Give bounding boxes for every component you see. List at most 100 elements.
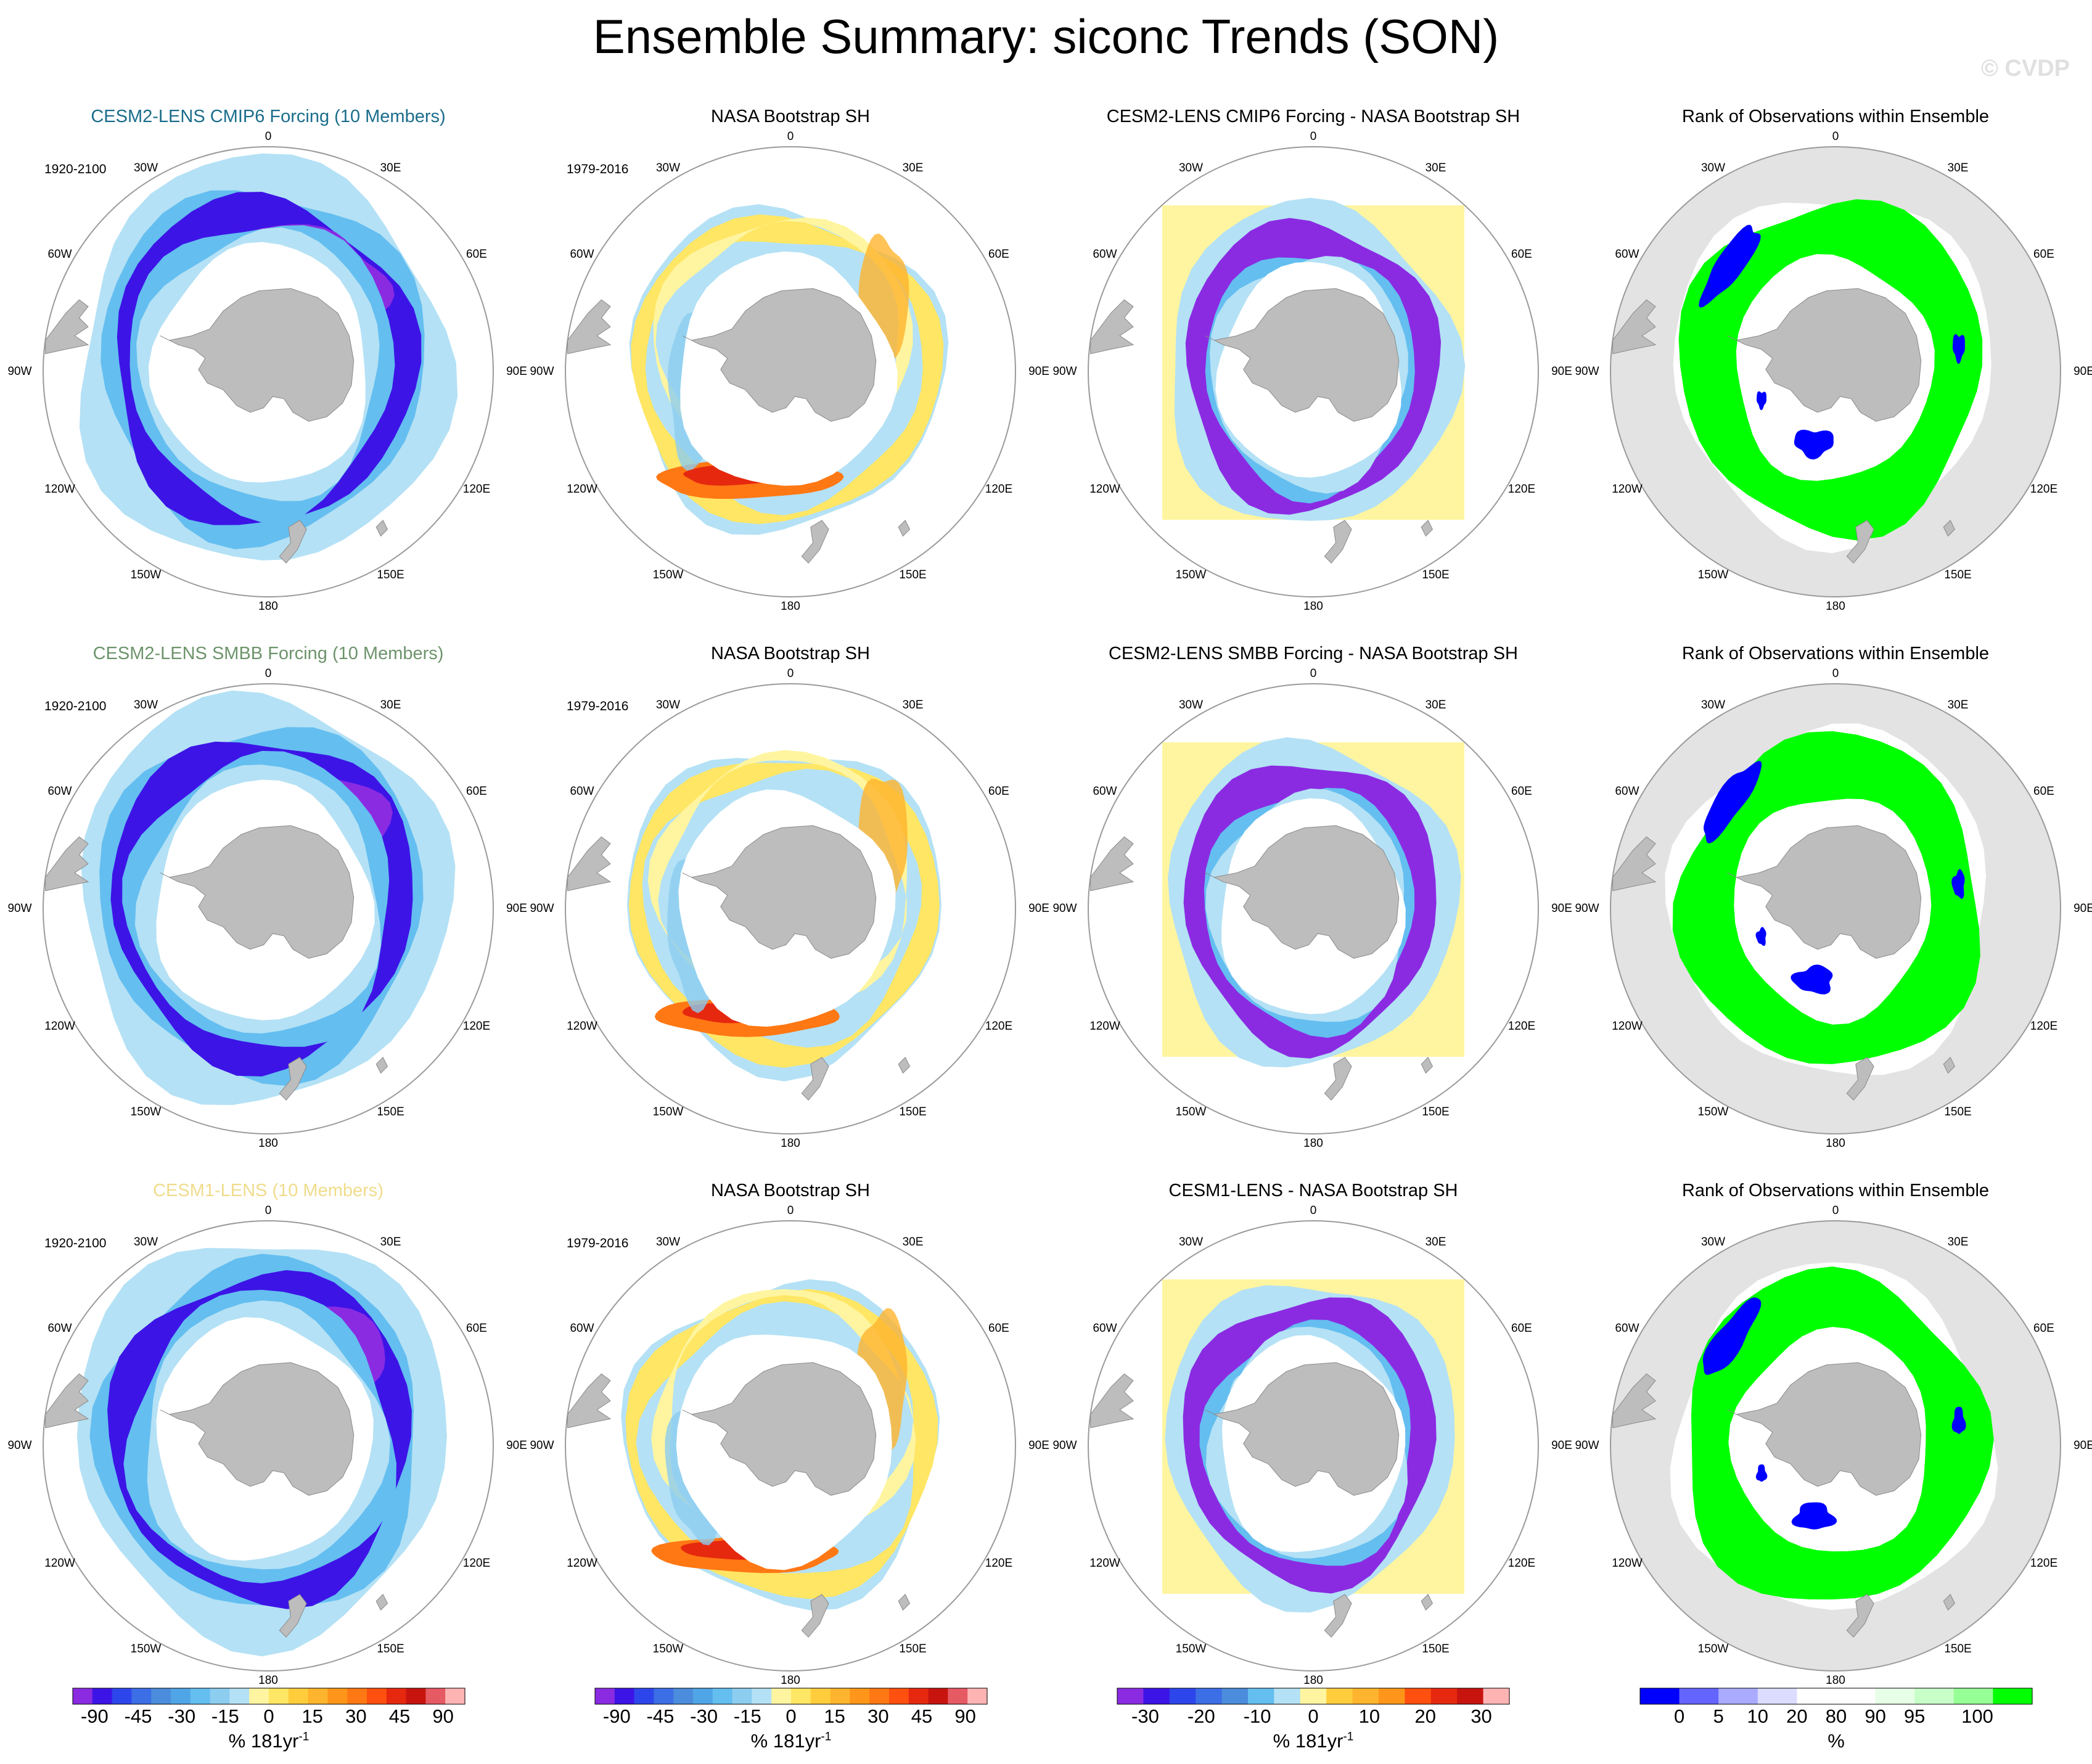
landmass	[375, 1594, 388, 1611]
longitude-label: 90W	[1575, 1439, 1599, 1452]
colorbar-swatch	[171, 1688, 191, 1704]
longitude-label: 150E	[1422, 568, 1450, 581]
period-label: 1920-2100	[44, 699, 107, 713]
antarctica-landmass	[682, 288, 877, 422]
longitude-label: 120E	[462, 482, 491, 496]
longitude-label: 150W	[652, 568, 684, 581]
landmass	[1943, 1057, 1956, 1074]
map-boundary-circle	[565, 1220, 1016, 1672]
colorbar-swatch	[850, 1688, 870, 1704]
longitude-label: 90W	[7, 1439, 32, 1452]
colorbar-frame	[1639, 1688, 2033, 1705]
cvdp-watermark: © CVDP	[1980, 55, 2070, 81]
colorbar	[594, 1688, 988, 1705]
colorbar-unit-exponent: -1	[298, 1730, 310, 1744]
landmass	[898, 1057, 911, 1074]
longitude-label: 150E	[899, 1105, 927, 1118]
longitude-label: 30E	[902, 699, 924, 712]
landmass	[375, 1057, 388, 1074]
panel-title: NASA Bootstrap SH	[711, 1181, 870, 1200]
colorbar-unit-label: %	[1827, 1730, 1845, 1752]
landmass	[1421, 1057, 1434, 1074]
colorbar-tick-label: 80	[1825, 1705, 1847, 1727]
landmass	[1612, 299, 1657, 355]
landmass	[1090, 1373, 1134, 1429]
landmass	[567, 299, 612, 355]
longitude-label: 180	[1826, 600, 1845, 613]
landmass	[375, 520, 388, 537]
landmass	[898, 520, 911, 537]
colorbar-swatch	[928, 1688, 948, 1704]
colorbar-swatch	[1993, 1688, 2033, 1704]
landmass	[801, 1057, 829, 1101]
longitude-label: 120E	[462, 1019, 491, 1033]
longitude-label: 60W	[47, 1321, 72, 1335]
longitude-label: 0	[787, 130, 794, 143]
colorbar-swatch	[1352, 1688, 1379, 1704]
colorbar-swatch	[1379, 1688, 1405, 1704]
longitude-label: 150E	[899, 1642, 927, 1655]
period-label: 1979-2016	[567, 699, 629, 713]
longitude-label: 120W	[1612, 1019, 1643, 1033]
longitude-label: 0	[265, 1204, 272, 1217]
colorbar-swatch	[1483, 1688, 1510, 1704]
panel-title: Rank of Observations within Ensemble	[1681, 644, 1990, 663]
land-group	[1090, 825, 1434, 1101]
colorbar-swatch	[1836, 1688, 1876, 1704]
longitude-label: 90E	[1551, 1439, 1572, 1452]
longitude-label: 60W	[1093, 247, 1117, 261]
longitude-label: 30W	[655, 699, 681, 712]
colorbar-swatch	[595, 1688, 615, 1704]
longitude-label: 120E	[2030, 482, 2058, 496]
rank-shade	[1953, 334, 1965, 364]
longitude-label: 90E	[1551, 365, 1572, 378]
longitude-label: 60W	[47, 784, 72, 798]
longitude-label: 150W	[1697, 1105, 1729, 1118]
colorbar-tick-label: 95	[1903, 1705, 1926, 1727]
landmass	[1943, 1594, 1956, 1611]
colorbar-tick-label: 30	[868, 1705, 889, 1727]
antarctica-landmass	[1205, 1362, 1400, 1496]
longitude-label: 60W	[1093, 1321, 1117, 1335]
longitude-label: 120E	[2030, 1019, 2058, 1033]
longitude-label: 60W	[1615, 247, 1639, 261]
longitude-label: 90W	[1575, 902, 1599, 915]
colorbar-swatch	[92, 1688, 113, 1704]
rank-shade	[1791, 964, 1833, 995]
longitude-label: 150W	[130, 568, 162, 581]
longitude-label: 180	[1303, 600, 1323, 613]
longitude-label: 60W	[570, 784, 594, 798]
longitude-label: 60W	[570, 1321, 594, 1335]
colorbar-swatch	[1914, 1688, 1955, 1704]
longitude-label: 180	[781, 1674, 800, 1687]
rank-shade	[1704, 760, 1762, 844]
longitude-label: 120W	[44, 1556, 75, 1570]
colorbar-swatch	[889, 1688, 909, 1704]
map-boundary-circle	[1088, 683, 1539, 1134]
antarctica-landmass	[682, 1362, 877, 1496]
period-label: 1920-2100	[44, 162, 107, 176]
panel-title: NASA Bootstrap SH	[711, 644, 870, 663]
longitude-label: 90W	[1052, 365, 1077, 378]
colorbar-swatch	[771, 1688, 792, 1704]
longitude-label: 150W	[130, 1642, 162, 1655]
colorbar-tick-label: -20	[1187, 1705, 1215, 1727]
longitude-label: 120E	[1507, 1019, 1536, 1033]
longitude-label: 90W	[530, 1439, 554, 1452]
colorbar-tick-label: -10	[1243, 1705, 1271, 1727]
map-boundary-circle	[1610, 1220, 2061, 1672]
landmass	[1943, 520, 1956, 537]
longitude-label: 120W	[1612, 1556, 1643, 1570]
colorbar-swatch	[406, 1688, 426, 1704]
period-label: 1920-2100	[44, 1236, 107, 1250]
longitude-label: 150W	[130, 1105, 162, 1118]
colorbar-tick-label: 0	[1673, 1705, 1685, 1727]
longitude-label: 90W	[1052, 1439, 1077, 1452]
longitude-label: 90E	[506, 902, 527, 915]
land-group	[567, 1362, 911, 1638]
longitude-label: 30W	[1178, 1236, 1204, 1249]
longitude-label: 90E	[506, 365, 527, 378]
colorbar-swatch	[1718, 1688, 1758, 1704]
colorbar-swatch	[967, 1688, 988, 1704]
longitude-label: 0	[1310, 667, 1317, 680]
